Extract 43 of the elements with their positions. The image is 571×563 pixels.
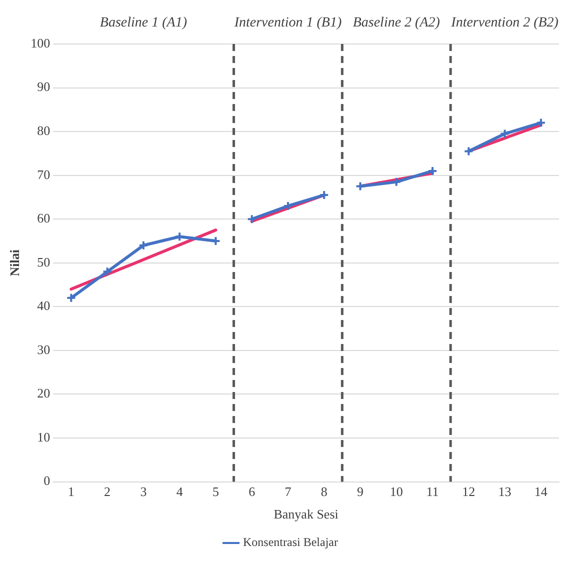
x-tick-label: 12 — [462, 484, 476, 500]
point — [500, 128, 510, 139]
x-tick-label: 7 — [284, 484, 292, 500]
y-tick-label: 80 — [37, 122, 50, 138]
y-tick-label: 90 — [37, 79, 50, 94]
y-tick-label: 0 — [44, 473, 50, 488]
x-tick-label: 3 — [140, 484, 147, 500]
point — [174, 232, 185, 242]
legend-label: Konsentrasi Belajar — [243, 535, 338, 550]
x-tick-label: 10 — [390, 484, 403, 500]
y-tick-label: 20 — [37, 386, 50, 401]
point — [319, 190, 330, 200]
text: Baseline 1 (A1) — [100, 16, 188, 31]
y-tick-label: 30 — [37, 342, 50, 357]
y-tick-label: 100 — [30, 35, 50, 50]
x-tick-label: 9 — [357, 484, 364, 500]
x-tick-label: 5 — [212, 484, 219, 500]
x-tick-label: 11 — [426, 484, 439, 500]
x-axis-title: Banyak Sesi — [274, 506, 339, 522]
text: Intervention 1 (B1) — [233, 16, 342, 31]
y-axis-title: Nilai — [7, 249, 22, 276]
y-tick-label: 70 — [37, 166, 50, 182]
x-tick-label: 13 — [498, 484, 512, 500]
point — [464, 146, 474, 156]
y-tick-label: 10 — [37, 429, 50, 444]
point — [102, 266, 112, 277]
point — [428, 166, 438, 176]
point — [391, 176, 402, 187]
x-tick-label: 6 — [248, 484, 256, 500]
y-tick-label: 50 — [37, 254, 50, 270]
x-tick-label: 4 — [176, 484, 184, 500]
text: Intervention 2 (B2) — [450, 16, 559, 31]
y-tick-label: 60 — [37, 210, 50, 226]
point — [282, 200, 293, 211]
x-tick-label: 2 — [104, 484, 111, 500]
point — [138, 240, 148, 250]
x-tick-label: 8 — [320, 484, 328, 500]
y-tick-label: 40 — [37, 298, 50, 314]
text: Baseline 2 (A2) — [352, 16, 440, 31]
point — [246, 214, 257, 224]
point — [355, 181, 366, 192]
x-tick-label: 1 — [68, 484, 74, 500]
x-tick-label: 14 — [534, 484, 548, 500]
